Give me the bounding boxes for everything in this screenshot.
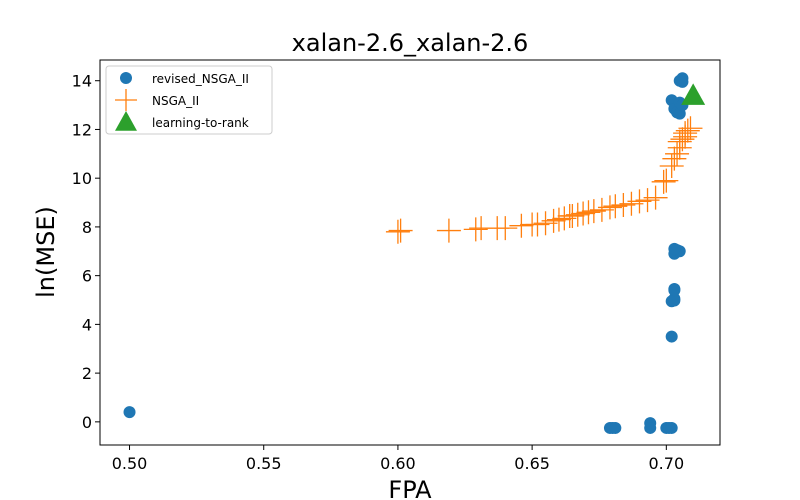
data-point xyxy=(546,207,571,232)
data-point xyxy=(668,284,681,297)
data-point xyxy=(668,242,681,255)
y-tick-label: 4 xyxy=(82,315,92,334)
legend-label: NSGA_II xyxy=(152,94,199,108)
data-point xyxy=(662,146,687,171)
data-point xyxy=(436,218,461,243)
series-revised-nsga-ii xyxy=(123,72,689,434)
data-point xyxy=(123,406,136,419)
data-point xyxy=(665,141,690,166)
x-tick-label: 0.60 xyxy=(380,454,416,473)
y-tick-label: 2 xyxy=(82,364,92,383)
data-point xyxy=(493,216,518,241)
x-axis-label: FPA xyxy=(388,476,432,500)
data-point xyxy=(678,116,703,141)
x-tick-label: 0.50 xyxy=(112,454,148,473)
y-tick-label: 12 xyxy=(72,120,92,139)
x-tick-label: 0.65 xyxy=(514,454,550,473)
x-tick-label: 0.70 xyxy=(649,454,685,473)
series-nsga-ii xyxy=(385,116,703,244)
plot-area xyxy=(123,72,706,434)
data-point xyxy=(673,121,698,146)
x-tick-label: 0.55 xyxy=(246,454,282,473)
data-point xyxy=(681,83,706,105)
data-point xyxy=(644,421,657,434)
data-point xyxy=(675,118,700,143)
data-point xyxy=(651,169,676,194)
plot-frame xyxy=(99,59,721,446)
series-learning-to-rank xyxy=(681,83,706,105)
legend-marker xyxy=(115,89,137,111)
axes: 0.50 0.55 0.60 0.65 0.70 0 2 4 6 8 10 12 14 xyxy=(72,72,684,473)
legend-label: learning-to-rank xyxy=(152,116,249,130)
data-point xyxy=(565,202,590,227)
data-point xyxy=(654,168,679,193)
y-tick-label: 6 xyxy=(82,267,92,286)
data-point xyxy=(385,219,410,244)
data-point xyxy=(609,421,622,434)
data-point xyxy=(665,421,678,434)
y-tick-label: 14 xyxy=(72,72,92,91)
y-tick-label: 8 xyxy=(82,218,92,237)
legend: revised_NSGA_II NSGA_II learning-to-rank xyxy=(105,65,273,135)
chart-title: xalan-2.6_xalan-2.6 xyxy=(292,29,529,57)
data-point xyxy=(560,203,585,228)
data-point xyxy=(659,153,684,178)
data-point xyxy=(571,201,596,226)
legend-label: revised_NSGA_II xyxy=(152,72,249,86)
y-axis-label: ln(MSE) xyxy=(32,206,60,298)
y-tick-label: 10 xyxy=(72,169,92,188)
legend-marker xyxy=(115,111,137,131)
legend-marker xyxy=(120,72,132,84)
data-point xyxy=(597,195,622,220)
data-point xyxy=(388,218,413,243)
y-tick-label: 0 xyxy=(82,413,92,432)
data-point xyxy=(576,200,601,225)
data-point xyxy=(509,213,534,238)
data-point xyxy=(665,330,678,343)
data-point xyxy=(541,208,566,233)
data-point xyxy=(463,217,488,242)
data-point xyxy=(668,294,681,307)
data-point xyxy=(676,75,689,88)
legend-box xyxy=(105,65,273,135)
data-point xyxy=(643,185,668,210)
